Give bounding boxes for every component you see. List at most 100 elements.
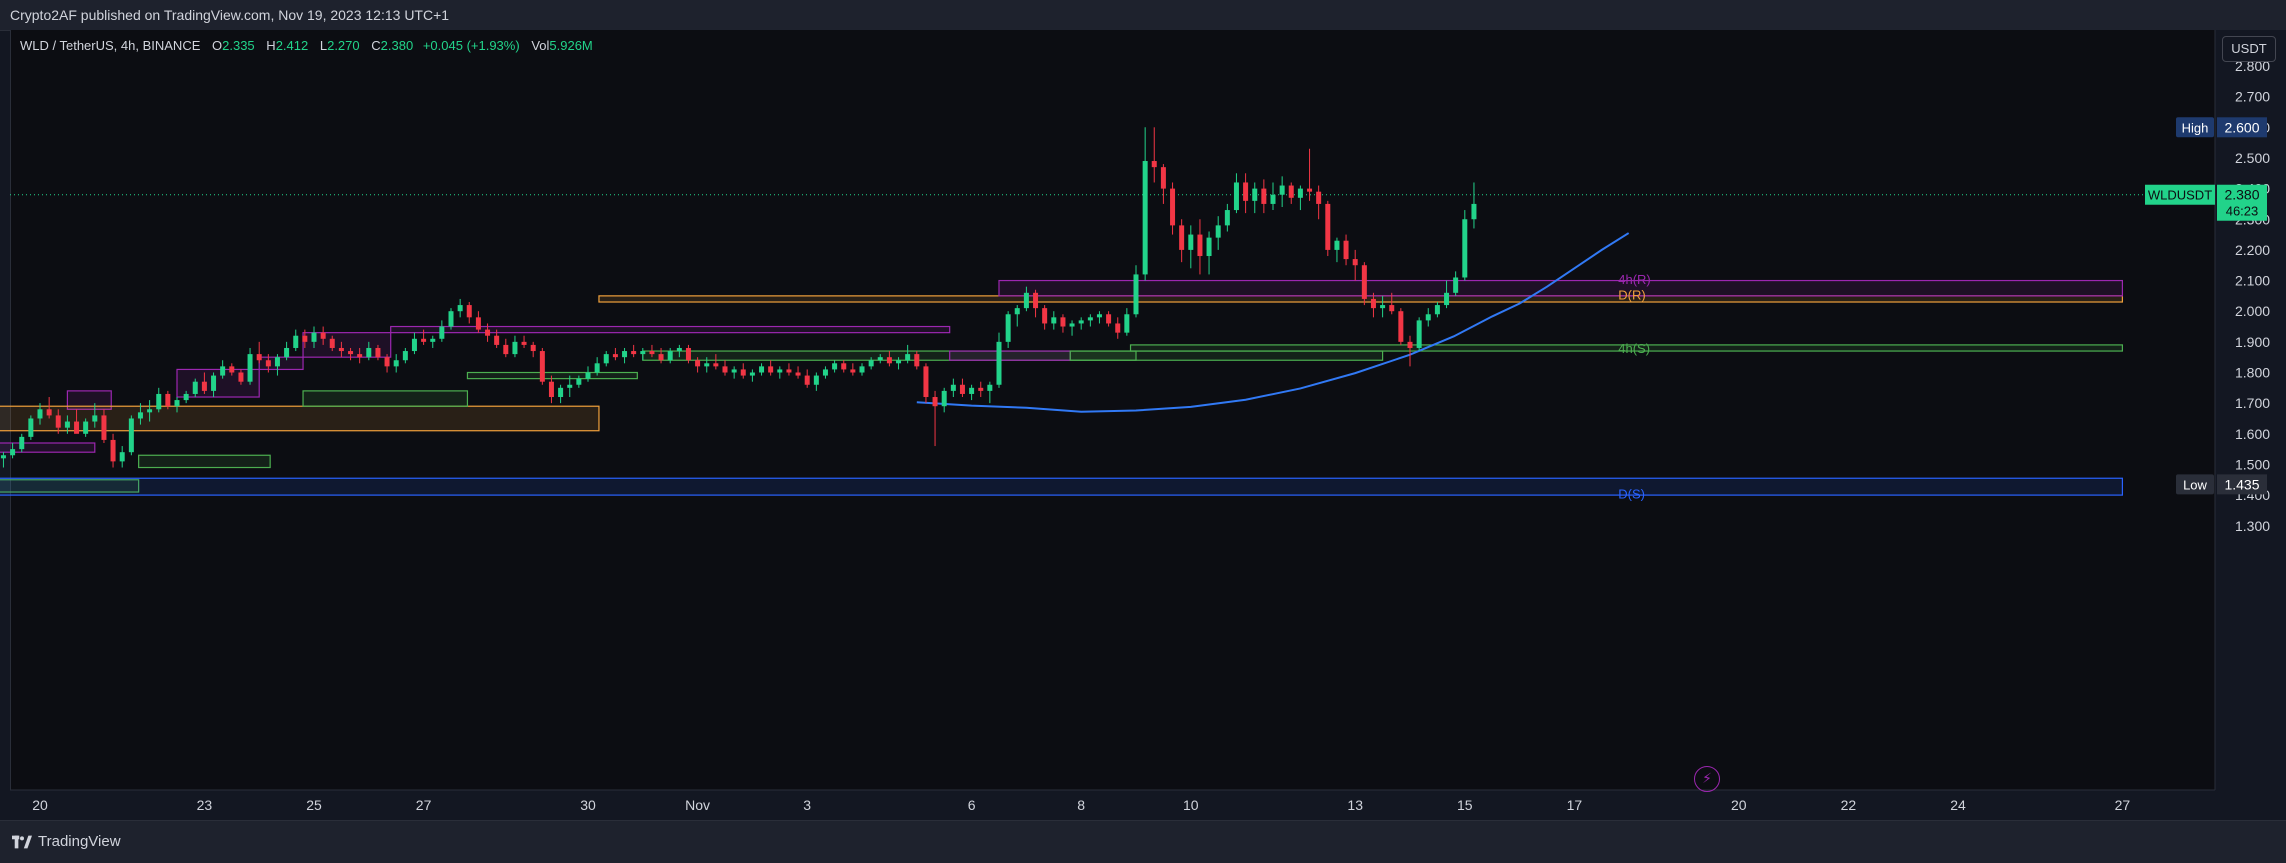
candle-body <box>10 449 16 456</box>
x-tick-label: 8 <box>1077 797 1085 813</box>
candle-body <box>777 369 783 373</box>
high-label: H <box>266 38 276 53</box>
candle-body <box>996 341 1002 385</box>
candle-body <box>731 369 737 373</box>
candle-body <box>1014 308 1020 315</box>
candle-body <box>265 360 271 367</box>
candle-body <box>1453 277 1459 293</box>
candle-body <box>274 357 280 367</box>
x-tick-label: 20 <box>1731 797 1747 813</box>
candle-body <box>612 354 618 358</box>
x-tick-label: 6 <box>968 797 976 813</box>
candle-body <box>1215 225 1221 238</box>
price-label-text: Low <box>2183 477 2207 492</box>
chart-area[interactable] <box>10 30 2286 820</box>
x-tick-label: Nov <box>685 797 710 813</box>
candle-body <box>174 400 180 407</box>
y-tick-label: 1.300 <box>2235 518 2270 534</box>
candle-body <box>832 363 838 370</box>
candle-body <box>859 366 865 373</box>
candle-body <box>1115 323 1121 333</box>
currency-button[interactable]: USDT <box>2222 36 2276 62</box>
zone-blue <box>0 477 2124 496</box>
candle-body <box>430 338 436 342</box>
x-tick-label: 27 <box>416 797 432 813</box>
tradingview-logo[interactable]: TradingView <box>12 833 121 850</box>
candle-body <box>768 366 774 373</box>
candle-body <box>877 357 883 361</box>
candle-body <box>795 372 801 376</box>
candlestick-chart[interactable]: 4h(R)D(R) 4h(S) D(S) 2.800 2.700 2.600 2.500 2.… <box>0 0 2286 820</box>
lightning-icon[interactable]: ⚡ <box>1694 766 1720 792</box>
price-scale[interactable] <box>2215 30 2286 790</box>
candle-body <box>302 335 308 342</box>
candle-body <box>1279 185 1285 195</box>
candle-body <box>475 317 481 330</box>
open-label: O <box>212 38 223 53</box>
zone-purple <box>258 356 304 371</box>
symbol-name[interactable]: WLD / TetherUS, 4h, BINANCE <box>20 38 201 53</box>
candle-body <box>19 436 25 450</box>
candle-body <box>969 387 975 394</box>
price-label-value: 1.435 <box>2224 476 2259 492</box>
candle-body <box>704 363 710 367</box>
x-tick-label: 30 <box>580 797 596 813</box>
candle-body <box>293 335 299 348</box>
candle-body <box>311 332 317 342</box>
candle-body <box>183 393 189 401</box>
last-price-tag <box>2217 184 2267 221</box>
x-tick-label: 3 <box>803 797 811 813</box>
candle-body <box>1471 203 1477 220</box>
y-tick-label: 2.700 <box>2235 89 2270 105</box>
zone-green <box>1069 350 1137 361</box>
candle-body <box>530 344 536 352</box>
x-tick-label: 25 <box>306 797 322 813</box>
candle-body <box>1124 314 1130 333</box>
candle-body <box>320 332 326 339</box>
candle-body <box>1197 234 1203 257</box>
candle-body <box>238 372 244 382</box>
candle-body <box>1160 167 1166 189</box>
y-tick-label: 2.800 <box>2235 58 2270 74</box>
candle-body <box>1407 341 1413 348</box>
candle-body <box>1078 320 1084 324</box>
candle-body <box>658 354 664 361</box>
candle-body <box>987 384 993 391</box>
change-value: +0.045 (+1.93%) <box>422 38 520 53</box>
candle-body <box>1243 182 1249 201</box>
candle-body <box>37 409 43 419</box>
candle-body <box>375 347 381 358</box>
zone-green <box>302 390 469 407</box>
candle-body <box>165 393 171 407</box>
candle-body <box>156 393 162 410</box>
zone-purple <box>0 442 96 453</box>
x-tick-label: 13 <box>1347 797 1363 813</box>
candle-body <box>211 375 217 391</box>
symbol-tag <box>2145 184 2215 205</box>
candle-body <box>1051 317 1057 324</box>
candle-body <box>667 351 673 361</box>
zone-label: D(S) <box>1618 487 1645 502</box>
open-value: 2.335 <box>222 38 255 53</box>
price-label-text: High <box>2182 120 2209 135</box>
candle-body <box>1179 225 1185 250</box>
candle-body <box>1096 314 1102 318</box>
price-label-tag <box>2217 117 2267 138</box>
y-tick-label: 2.100 <box>2235 273 2270 289</box>
candle-body <box>1270 194 1276 204</box>
bar-countdown: 46:23 <box>2226 204 2259 219</box>
candle-body <box>256 354 262 361</box>
candle-body <box>28 418 34 437</box>
candle-body <box>932 397 938 407</box>
volume-value: 5.926M <box>549 38 593 53</box>
candle-body <box>1307 188 1313 192</box>
candle-body <box>1005 314 1011 342</box>
candle-body <box>366 347 372 358</box>
time-scale[interactable] <box>10 790 2286 820</box>
candle-body <box>813 375 819 385</box>
zone-green <box>1129 344 2124 352</box>
candle-body <box>695 360 701 367</box>
candle-body <box>959 384 965 394</box>
price-label-value: 2.600 <box>2224 119 2259 135</box>
candle-body <box>1142 161 1148 275</box>
